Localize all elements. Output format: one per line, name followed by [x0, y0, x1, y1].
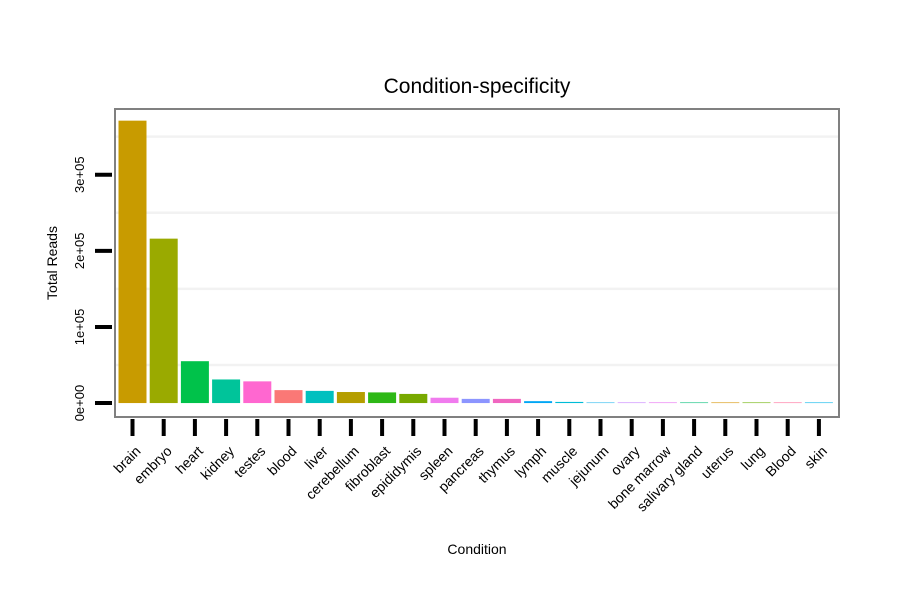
bar-jejunum — [586, 402, 615, 404]
bar-cerebellum — [336, 392, 365, 404]
plot-border — [114, 108, 840, 418]
bar-kidney — [212, 379, 241, 404]
bar-thymus — [492, 398, 521, 404]
bar-spleen — [430, 397, 459, 404]
bar-brain — [118, 120, 147, 404]
bar-ovary — [617, 402, 646, 404]
bar-uterus — [711, 402, 740, 404]
x-axis-label: Condition — [447, 541, 506, 557]
bar-embryo — [149, 238, 178, 404]
y-tick-label: 1e+05 — [72, 309, 87, 346]
chart-title: Condition-specificity — [384, 75, 571, 98]
bar-testes — [243, 381, 272, 404]
y-axis-label: Total Reads — [44, 226, 60, 300]
bar-pancreas — [461, 398, 490, 404]
bar-blood — [773, 402, 802, 404]
bar-heart — [180, 361, 209, 404]
bar-salivary-gland — [680, 402, 709, 404]
bar-epididymis — [399, 393, 428, 404]
bar-muscle — [555, 401, 584, 404]
bar-skin — [804, 402, 833, 404]
bar-lung — [742, 402, 771, 404]
bar-lymph — [524, 401, 553, 404]
bar-blood — [274, 390, 303, 404]
y-tick-label: 2e+05 — [72, 233, 87, 270]
y-tick-label: 0e+00 — [72, 385, 87, 422]
gridlines — [116, 135, 838, 367]
y-tick-label: 3e+05 — [72, 156, 87, 193]
bar-bone-marrow — [648, 402, 677, 404]
bar-liver — [305, 390, 334, 404]
y-axis-ticks: 0e+00 1e+05 2e+05 3e+05 — [72, 156, 112, 421]
bars — [118, 120, 833, 404]
bar-fibroblast — [368, 392, 397, 404]
